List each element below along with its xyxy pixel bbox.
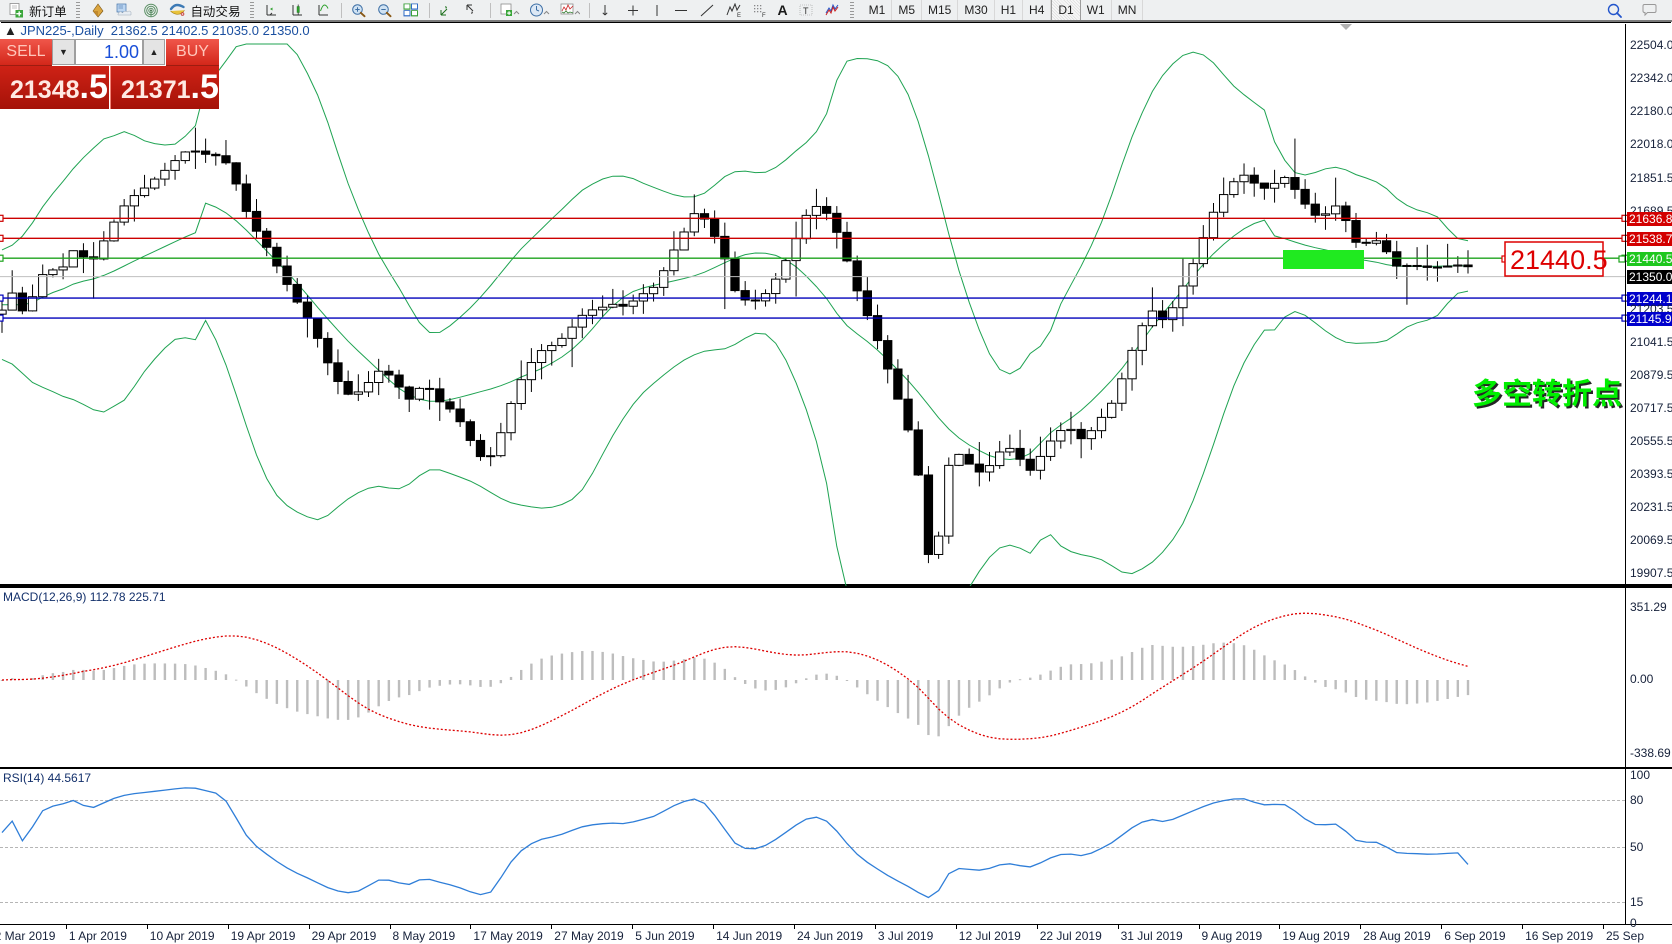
svg-text:F: F	[762, 13, 766, 18]
svg-text:E: E	[737, 13, 741, 18]
svg-text:21440.5: 21440.5	[1510, 245, 1608, 275]
svg-text:T: T	[803, 6, 809, 16]
svg-text:多空转折点: 多空转折点	[1472, 369, 1622, 413]
